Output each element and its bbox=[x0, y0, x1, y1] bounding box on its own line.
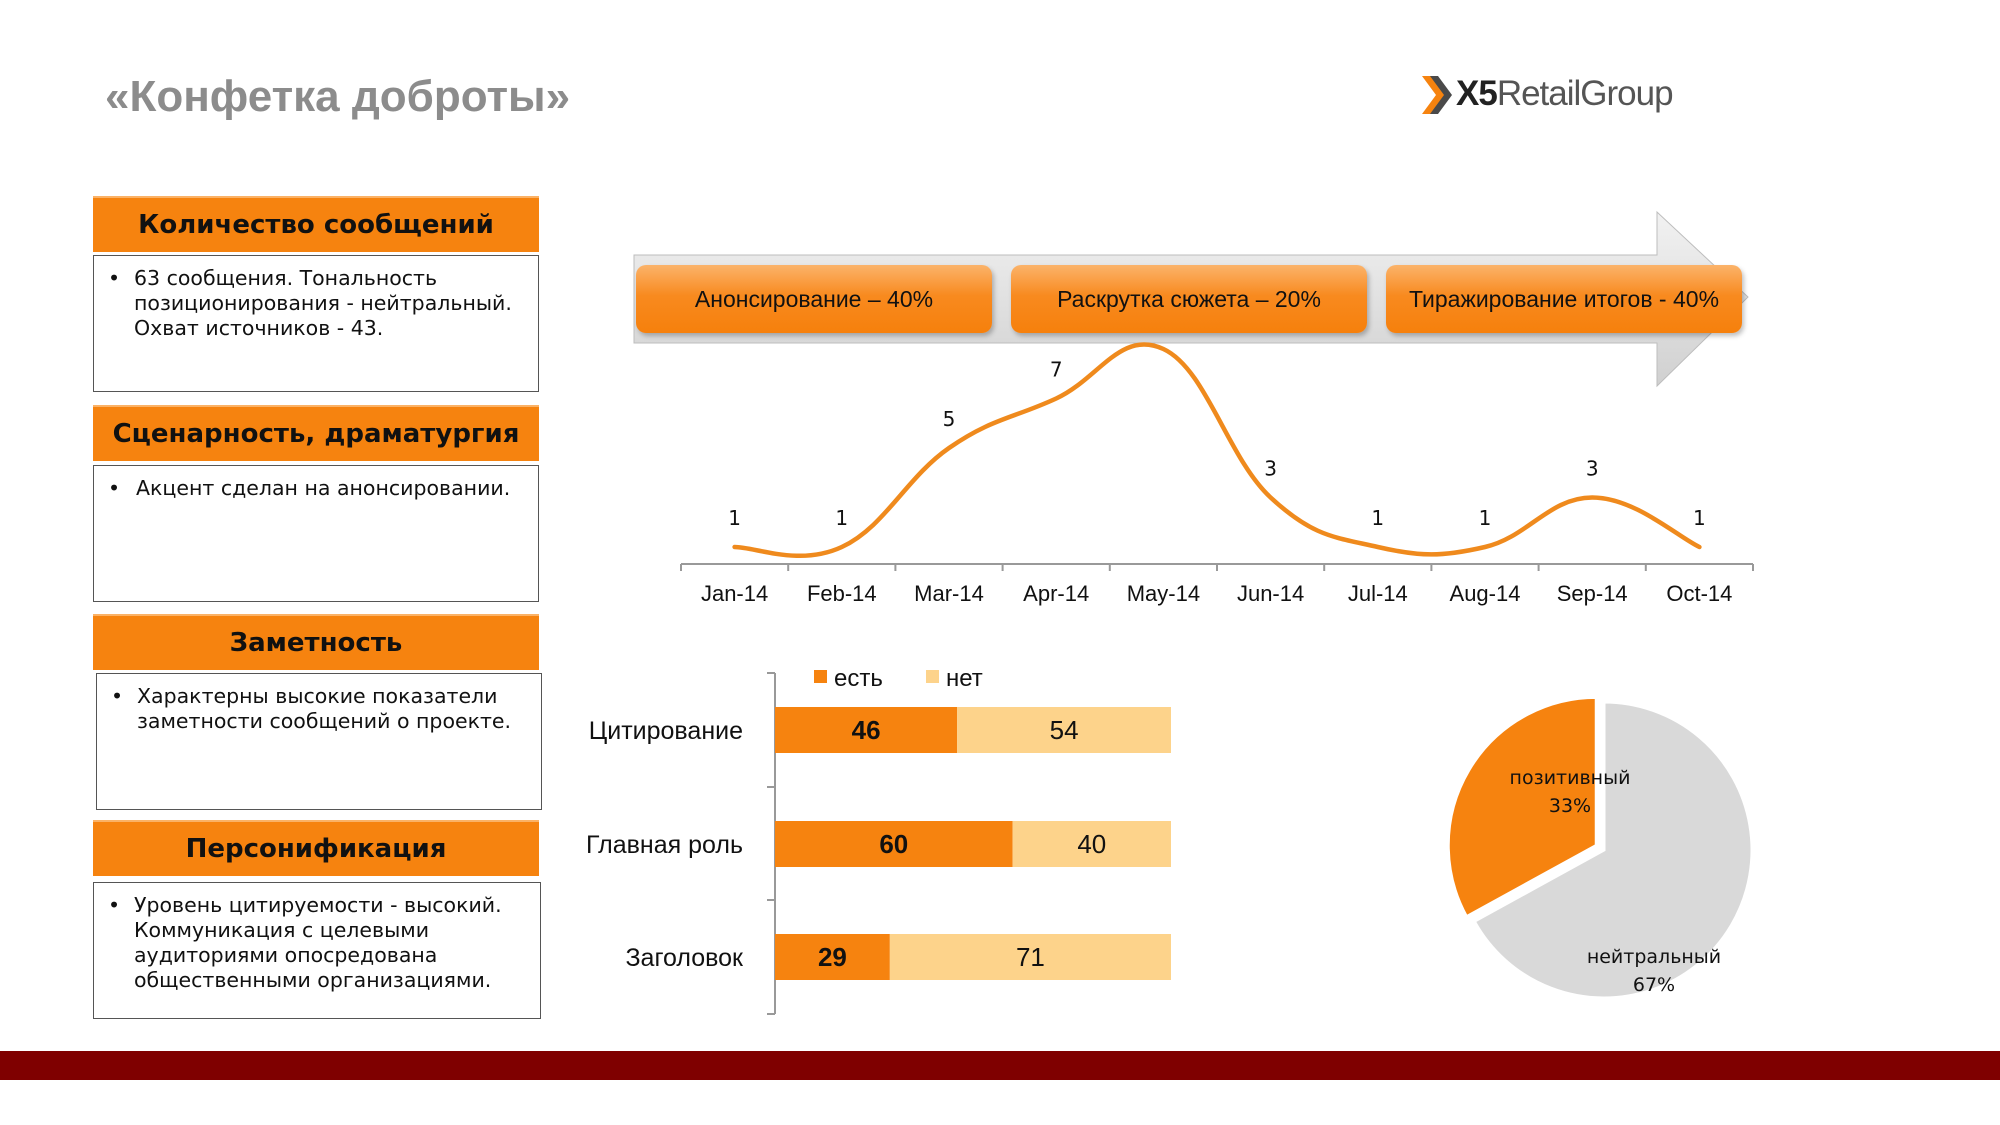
section-heading-message-count: Количество сообщений bbox=[93, 196, 539, 252]
data-label: 7 bbox=[1050, 358, 1063, 382]
page-title: «Конфетка доброты» bbox=[105, 72, 571, 121]
x5-chevron-logo-icon bbox=[1422, 76, 1452, 114]
x-tick-label: Jul-14 bbox=[1348, 581, 1408, 606]
bar-value-label: 29 bbox=[818, 942, 847, 972]
legend-swatch bbox=[926, 670, 939, 683]
x-tick-label: Oct-14 bbox=[1666, 581, 1732, 606]
bar-category-label: Заголовок bbox=[625, 944, 744, 972]
bar-value-label: 46 bbox=[852, 715, 881, 745]
x-tick-label: Feb-14 bbox=[807, 581, 877, 606]
data-label: 5 bbox=[943, 407, 956, 431]
x-tick-label: Aug-14 bbox=[1450, 581, 1521, 606]
logo-mark: X5 bbox=[1456, 74, 1498, 113]
section-body-scenario: • Акцент сделан на анонсировании. bbox=[93, 465, 539, 602]
section-body-visibility: • Характерны высокие показатели заметнос… bbox=[96, 673, 542, 810]
section-line: Уровень цитируемости - высокий. bbox=[134, 893, 502, 917]
section-body-message-count: • 63 сообщения. Тональность позициониров… bbox=[93, 255, 539, 392]
section-line: позиционирования - нейтральный. bbox=[134, 291, 512, 315]
phase-banner-promotion: Раскрутка сюжета – 20% bbox=[1011, 265, 1367, 333]
section-line: Охват источников - 43. bbox=[134, 316, 384, 340]
bullet-icon: • bbox=[108, 893, 121, 917]
x-tick-label: Apr-14 bbox=[1023, 581, 1089, 606]
phase-banner-announce: Анонсирование – 40% bbox=[636, 265, 992, 333]
bullet-icon: • bbox=[111, 684, 124, 708]
series-line bbox=[732, 342, 1702, 558]
bar-category-label: Главная роль bbox=[586, 831, 743, 859]
pie-slice bbox=[1446, 695, 1598, 919]
legend-label: нет bbox=[946, 665, 983, 692]
legend-label: есть bbox=[834, 665, 883, 692]
data-label: 1 bbox=[1693, 506, 1706, 530]
bar-segment bbox=[957, 707, 1171, 753]
data-label: 3 bbox=[1586, 457, 1599, 481]
legend-swatch bbox=[814, 670, 827, 683]
pie-percent-label: 33% bbox=[1549, 795, 1591, 817]
bar-value-label: 54 bbox=[1050, 715, 1079, 745]
bar-value-label: 71 bbox=[1016, 942, 1045, 972]
section-line: 63 сообщения. Тональность bbox=[134, 266, 438, 290]
company-logo: X5RetailGroup bbox=[1420, 70, 1700, 120]
x-tick-label: Sep-14 bbox=[1557, 581, 1628, 606]
pie-label: нейтральный bbox=[1587, 946, 1721, 968]
x-tick-label: Jun-14 bbox=[1237, 581, 1304, 606]
section-line: общественными организациями. bbox=[134, 968, 492, 992]
section-heading-visibility: Заметность bbox=[93, 614, 539, 670]
bar-value-label: 60 bbox=[879, 829, 908, 859]
footer-bar bbox=[0, 1051, 2000, 1080]
bar-value-label: 40 bbox=[1077, 829, 1106, 859]
section-body-personification: • Уровень цитируемости - высокий. Коммун… bbox=[93, 882, 541, 1019]
bullet-icon: • bbox=[108, 476, 121, 500]
section-line: Коммуникация с целевыми bbox=[134, 918, 430, 942]
section-line: заметности сообщений о проекте. bbox=[137, 709, 512, 733]
pie-slice bbox=[1472, 700, 1754, 1000]
bar-category-label: Цитирование bbox=[589, 717, 743, 745]
section-line: Акцент сделан на анонсировании. bbox=[136, 476, 511, 500]
section-heading-personification: Персонификация bbox=[93, 820, 539, 876]
x-tick-label: Mar-14 bbox=[914, 581, 984, 606]
x-tick-label: Jan-14 bbox=[701, 581, 768, 606]
data-label: 1 bbox=[1371, 506, 1384, 530]
data-label: 3 bbox=[1264, 457, 1277, 481]
section-heading-scenario: Сценарность, драматургия bbox=[93, 405, 539, 461]
bar-segment bbox=[775, 707, 958, 753]
bar-segment bbox=[889, 934, 1171, 980]
data-label: 1 bbox=[1479, 506, 1492, 530]
data-label: 1 bbox=[835, 506, 848, 530]
logo-text: RetailGroup bbox=[1496, 74, 1674, 113]
bar-segment bbox=[775, 934, 890, 980]
phase-banner-replication: Тиражирование итогов - 40% bbox=[1386, 265, 1742, 333]
bar-segment bbox=[1012, 821, 1171, 867]
pie-percent-label: 67% bbox=[1633, 974, 1675, 996]
bullet-icon: • bbox=[108, 266, 121, 290]
bar-segment bbox=[775, 821, 1013, 867]
x-tick-label: May-14 bbox=[1127, 581, 1200, 606]
section-line: аудиториями опосредована bbox=[134, 943, 438, 967]
data-label: 1 bbox=[728, 506, 741, 530]
pie-label: позитивный bbox=[1510, 767, 1631, 789]
section-line: Характерны высокие показатели bbox=[137, 684, 498, 708]
